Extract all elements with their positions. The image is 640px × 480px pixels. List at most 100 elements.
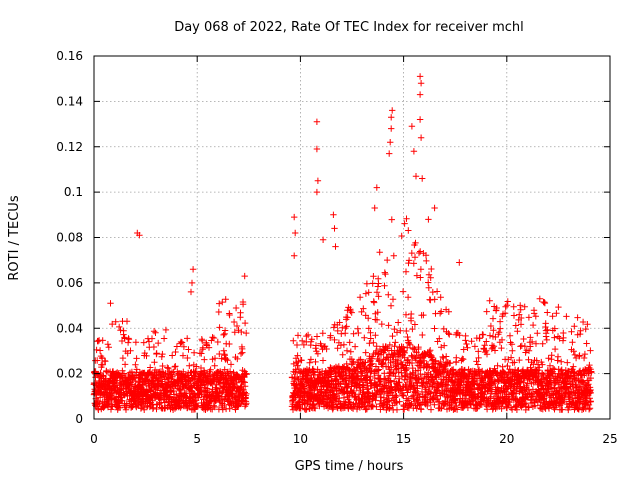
data-point xyxy=(489,315,497,322)
data-point xyxy=(370,273,377,280)
data-point xyxy=(312,405,319,412)
data-point xyxy=(405,340,413,347)
data-point xyxy=(580,354,588,362)
data-point xyxy=(429,288,436,296)
data-point xyxy=(507,354,515,361)
data-point xyxy=(140,339,147,346)
data-point xyxy=(319,236,327,243)
data-point xyxy=(188,279,196,287)
data-point xyxy=(428,265,435,273)
data-point xyxy=(177,338,185,346)
data-point xyxy=(112,318,119,325)
data-point xyxy=(426,348,433,355)
data-point xyxy=(243,371,250,378)
data-point xyxy=(107,406,115,413)
data-point xyxy=(410,260,417,267)
data-point xyxy=(177,340,184,347)
data-point xyxy=(144,376,152,384)
data-point xyxy=(544,326,551,334)
data-point xyxy=(344,314,351,321)
data-point xyxy=(425,284,432,291)
data-point xyxy=(588,369,595,376)
data-point xyxy=(220,331,227,339)
data-point xyxy=(585,381,592,388)
y-tick-label: 0.12 xyxy=(56,140,83,154)
data-point xyxy=(147,364,154,371)
data-point xyxy=(360,305,367,312)
data-point xyxy=(551,325,558,332)
data-point xyxy=(238,328,245,336)
data-point xyxy=(475,354,482,362)
data-point xyxy=(376,249,383,256)
data-point xyxy=(453,354,460,361)
data-point xyxy=(169,373,176,380)
data-point xyxy=(583,340,590,347)
data-point xyxy=(347,348,354,355)
data-point xyxy=(456,259,463,266)
data-point xyxy=(431,204,438,212)
data-point xyxy=(364,379,371,387)
data-point xyxy=(222,296,229,303)
data-point xyxy=(210,402,217,409)
data-point xyxy=(479,331,487,338)
data-point xyxy=(541,299,549,307)
data-point xyxy=(226,311,233,319)
data-point xyxy=(341,376,349,384)
data-point xyxy=(291,213,298,221)
data-point xyxy=(487,322,495,330)
data-point xyxy=(143,375,151,383)
data-point xyxy=(440,325,447,333)
chart-title: Day 068 of 2022, Rate Of TEC Index for r… xyxy=(174,20,524,35)
data-point xyxy=(120,331,127,338)
data-point xyxy=(446,331,453,338)
data-point xyxy=(486,297,493,304)
data-point xyxy=(380,389,388,396)
data-point xyxy=(434,338,441,345)
data-point xyxy=(532,340,540,347)
y-tick-label: 0.04 xyxy=(56,321,83,335)
data-point xyxy=(344,307,351,314)
data-point xyxy=(417,266,425,273)
data-point xyxy=(313,188,321,196)
data-point xyxy=(492,333,499,341)
data-point xyxy=(211,362,218,369)
data-point xyxy=(586,361,593,369)
data-point xyxy=(502,303,509,310)
data-point xyxy=(350,330,357,337)
data-point xyxy=(195,394,202,401)
data-point xyxy=(410,148,418,155)
data-point xyxy=(239,301,247,308)
data-point xyxy=(490,343,498,350)
data-point xyxy=(215,308,222,316)
data-point xyxy=(148,335,156,342)
data-point xyxy=(99,337,106,344)
data-point xyxy=(342,324,349,332)
data-point xyxy=(408,359,416,367)
data-point xyxy=(132,361,139,368)
x-tick-label: 5 xyxy=(193,432,201,446)
data-point xyxy=(224,357,231,364)
data-point xyxy=(471,381,478,388)
data-point xyxy=(365,325,372,332)
data-point xyxy=(378,320,385,328)
data-point xyxy=(463,340,470,348)
data-point xyxy=(535,366,542,374)
data-point xyxy=(313,333,321,340)
data-point xyxy=(516,311,523,318)
data-point xyxy=(116,404,124,411)
data-point xyxy=(531,310,538,317)
data-point xyxy=(241,272,248,280)
data-point xyxy=(164,364,171,371)
data-point xyxy=(94,357,101,364)
data-point xyxy=(314,366,321,373)
data-point xyxy=(425,279,432,286)
data-point xyxy=(474,361,482,368)
data-point xyxy=(321,343,329,350)
data-point xyxy=(94,338,102,345)
data-point xyxy=(431,401,438,408)
data-point xyxy=(531,402,539,409)
data-point xyxy=(507,339,514,346)
data-point xyxy=(424,361,432,368)
data-point xyxy=(413,272,421,279)
